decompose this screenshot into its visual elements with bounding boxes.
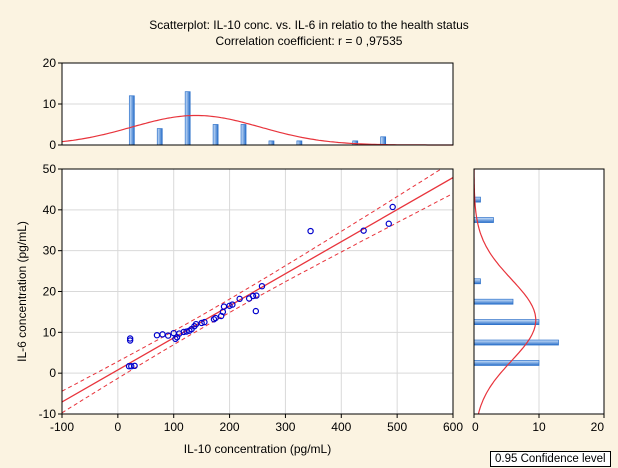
y-tick-label: -10: [39, 407, 57, 421]
confidence-band-upper: [62, 169, 443, 392]
data-point: [236, 295, 243, 303]
x-tick-label: -100: [50, 420, 74, 434]
data-point: [212, 314, 219, 322]
right-hist-bar: [473, 298, 514, 305]
data-point: [172, 335, 179, 343]
y-tick-label: 10: [43, 325, 57, 339]
top-hist-bar: [296, 140, 303, 146]
y-tick-label: 50: [43, 162, 57, 176]
y-tick-label: 20: [43, 285, 57, 299]
data-point: [389, 203, 396, 211]
data-point: [229, 301, 236, 308]
data-point: [192, 320, 200, 328]
top-y-tick-label: 20: [43, 56, 57, 70]
top-hist-bar: [128, 95, 135, 146]
top-hist-bar: [268, 140, 275, 146]
right-hist-bar: [473, 278, 481, 285]
data-point: [180, 328, 187, 336]
x-tick-label: 0: [115, 420, 122, 434]
data-point: [198, 319, 205, 327]
confidence-band-lower: [62, 193, 453, 414]
y-tick-label: 30: [43, 244, 57, 258]
chart-title: Scatterplot: IL-10 conc. vs. IL-6 in rel…: [149, 18, 469, 32]
chart-subtitle: Correlation coefficient: r = 0 ,97535: [215, 34, 403, 48]
right-hist-bar: [473, 339, 559, 346]
data-point: [249, 292, 257, 300]
right-x-tick-label: 0: [472, 420, 479, 434]
data-point: [131, 362, 138, 370]
data-point: [385, 220, 392, 227]
data-point: [253, 292, 260, 299]
data-point: [258, 282, 266, 290]
right-x-tick-label: 10: [532, 420, 546, 434]
data-point: [164, 332, 172, 339]
right-hist-bar: [473, 360, 540, 366]
top-hist-bar: [156, 128, 163, 146]
x-tick-label: 300: [275, 420, 295, 434]
data-point: [126, 335, 134, 342]
legend-confidence-level: 0.95 Confidence level: [490, 451, 611, 467]
top-hist-bar: [212, 124, 219, 146]
top-hist-bar: [184, 91, 191, 146]
top-hist-bar: [240, 124, 247, 146]
x-tick-label: 100: [164, 420, 184, 434]
top-y-tick-label: 0: [49, 138, 56, 152]
x-tick-label: 200: [220, 420, 240, 434]
data-point: [307, 227, 314, 235]
data-point: [183, 328, 190, 335]
data-point: [159, 331, 166, 338]
data-point: [360, 227, 367, 234]
right-x-tick-label: 20: [591, 420, 605, 434]
data-point: [252, 307, 260, 315]
right-hist-bar: [473, 319, 540, 325]
data-point: [201, 318, 208, 326]
x-tick-label: 500: [387, 420, 407, 434]
top-y-tick-label: 10: [43, 97, 57, 111]
x-axis-label: IL-10 concentration (pg/mL): [184, 442, 331, 456]
y-axis-label: IL-6 concentration (pg/mL): [15, 221, 29, 362]
y-tick-label: 0: [49, 366, 56, 380]
data-point: [128, 363, 135, 370]
data-point: [126, 337, 134, 344]
y-tick-label: 40: [43, 203, 57, 217]
x-tick-label: 400: [331, 420, 351, 434]
right-normal-curve: [473, 169, 537, 415]
x-tick-label: 600: [443, 420, 463, 434]
top-hist-bar: [380, 136, 387, 146]
